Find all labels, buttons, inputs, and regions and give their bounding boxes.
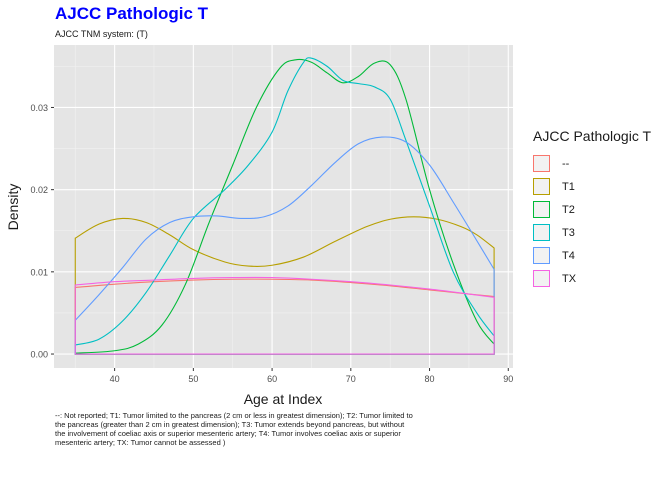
legend-item: T2 (533, 198, 651, 221)
legend-item: T3 (533, 221, 651, 244)
legend-item: T1 (533, 175, 651, 198)
density-curve-not-reported (74, 278, 495, 355)
legend-title: AJCC Pathologic T (533, 128, 652, 144)
legend: AJCC Pathologic T -- T1 T2 T3 T4 TX (533, 128, 651, 290)
legend-label: TX (562, 272, 577, 285)
caption-line: the pancreas (greater than 2 cm in great… (55, 420, 405, 429)
legend-item: TX (533, 267, 651, 290)
caption: --: Not reported; T1: Tumor limited to t… (55, 411, 455, 447)
density-curve-t3 (74, 57, 495, 355)
legend-label: T4 (562, 249, 575, 262)
density-curve-t1 (74, 216, 495, 355)
density-curve-t2 (74, 58, 495, 355)
legend-label: T3 (562, 226, 575, 239)
axes: 40 50 60 70 80 90 0.00 0.01 0.02 0.03 (30, 103, 513, 384)
y-tick-label: 0.02 (30, 185, 48, 195)
legend-label: -- (562, 157, 570, 170)
legend-key-swatch (533, 224, 550, 241)
plot-panel (54, 45, 513, 368)
x-tick-label: 60 (267, 374, 277, 384)
x-tick-label: 50 (188, 374, 198, 384)
legend-items: -- T1 T2 T3 T4 TX (533, 152, 651, 290)
x-tick-label: 40 (110, 374, 120, 384)
caption-line: mesenteric artery; TX: Tumor cannot be a… (55, 438, 226, 447)
chart-subtitle: AJCC TNM system: (T) (55, 29, 148, 39)
y-tick-label: 0.00 (30, 350, 48, 360)
x-tick-label: 70 (346, 374, 356, 384)
caption-line: --: Not reported; T1: Tumor limited to t… (55, 411, 413, 420)
legend-label: T1 (562, 180, 575, 193)
density-curve-tx (74, 276, 495, 355)
legend-item: -- (533, 152, 651, 175)
y-tick-label: 0.01 (30, 267, 48, 277)
caption-line: the involvement of coeliac axis or super… (55, 429, 401, 438)
legend-key-swatch (533, 247, 550, 264)
density-curves (74, 57, 495, 355)
y-axis-label: Density (5, 184, 21, 231)
x-axis-label: Age at Index (244, 391, 323, 407)
legend-item: T4 (533, 244, 651, 267)
chart-title: AJCC Pathologic T (55, 4, 209, 23)
legend-label: T2 (562, 203, 575, 216)
legend-key-swatch (533, 201, 550, 218)
x-tick-label: 90 (503, 374, 513, 384)
x-tick-label: 80 (425, 374, 435, 384)
y-tick-label: 0.03 (30, 103, 48, 113)
density-curve-t4 (74, 136, 495, 355)
legend-key-swatch (533, 155, 550, 172)
legend-key-swatch (533, 270, 550, 287)
legend-key-swatch (533, 178, 550, 195)
